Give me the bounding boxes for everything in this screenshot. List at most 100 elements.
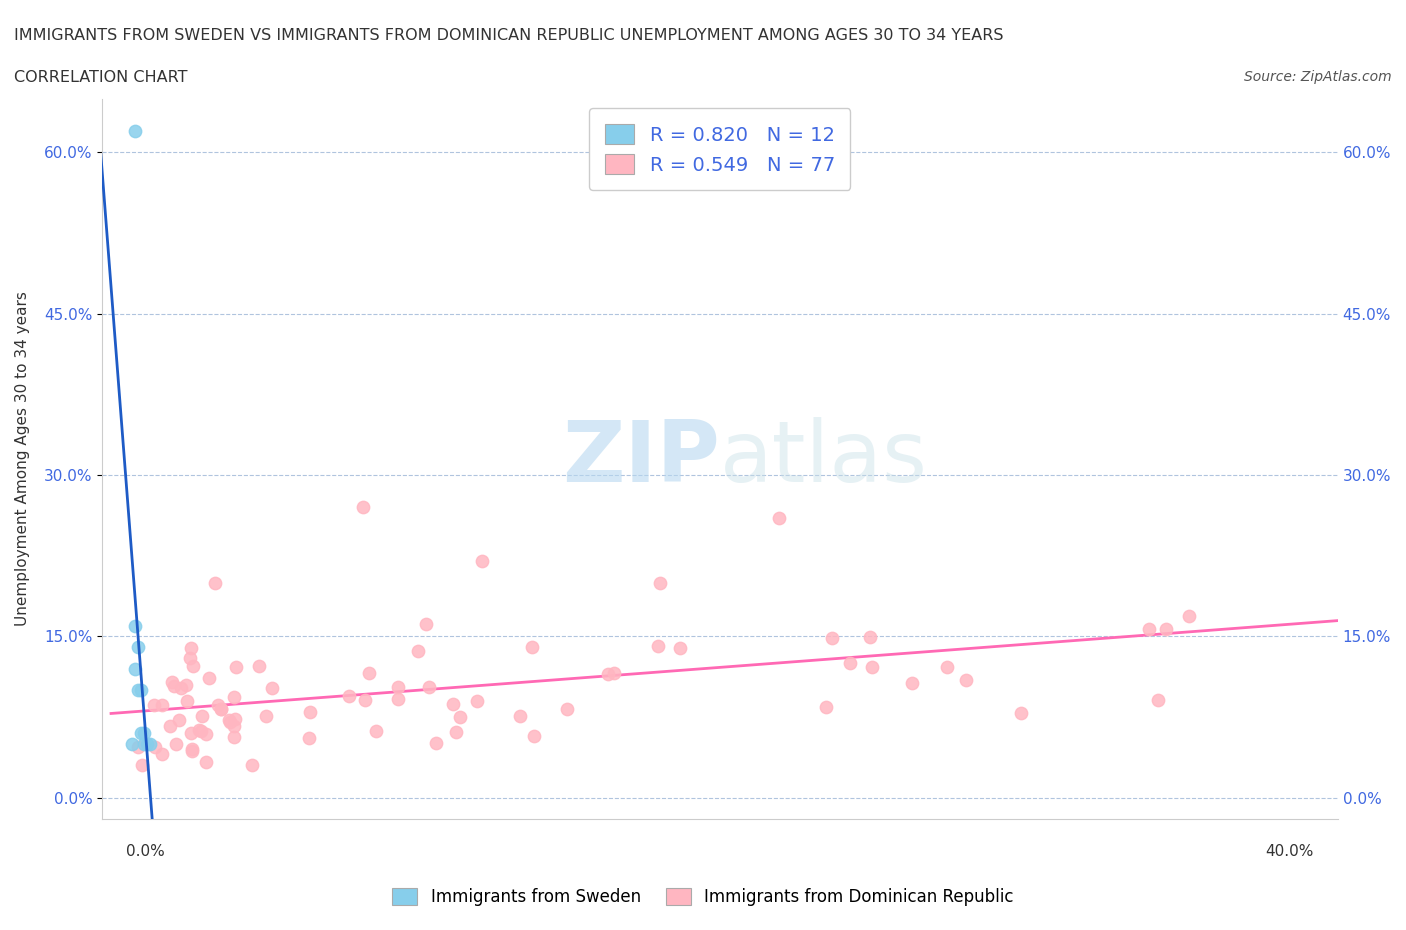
Point [187,723,209,737]
Point [163,679,186,694]
Point [555,702,578,717]
Point [165,737,187,751]
Point [353,693,375,708]
Point [242,758,264,773]
Point [195,754,218,769]
Point [143,698,166,712]
Point [387,680,409,695]
Point [669,641,692,656]
Point [174,678,197,693]
Text: 0.0%: 0.0% [127,844,165,859]
Point [145,739,167,754]
Legend: Immigrants from Sweden, Immigrants from Dominican Republic: Immigrants from Sweden, Immigrants from … [385,881,1021,912]
Point [1154,621,1177,636]
Point [219,714,242,729]
Point [121,737,143,751]
Point [446,725,468,740]
Point [179,650,201,665]
Point [247,658,270,673]
Point [299,705,322,720]
Point [195,726,218,741]
Point [209,701,232,716]
Text: ZIP: ZIP [562,418,720,500]
Text: atlas: atlas [720,418,928,500]
Point [955,672,977,687]
Point [224,730,246,745]
Point [181,741,204,756]
Point [191,709,214,724]
Point [254,708,277,723]
Point [204,575,226,590]
Point [1010,705,1032,720]
Point [127,739,149,754]
Point [127,683,149,698]
Text: Source: ZipAtlas.com: Source: ZipAtlas.com [1244,70,1392,84]
Legend: R = 0.820   N = 12, R = 0.549   N = 77: R = 0.820 N = 12, R = 0.549 N = 77 [589,109,851,191]
Point [449,710,471,724]
Point [218,712,240,727]
Point [132,737,155,751]
Point [650,575,672,590]
Point [935,659,957,674]
Point [1137,621,1160,636]
Point [138,737,160,751]
Point [129,725,152,740]
Point [222,719,245,734]
Point [180,744,202,759]
Point [159,719,181,734]
Point [160,674,183,689]
Point [207,698,229,712]
Text: CORRELATION CHART: CORRELATION CHART [14,70,187,85]
Point [520,640,543,655]
Point [1177,609,1199,624]
Point [198,671,221,685]
Point [150,698,173,713]
Point [418,680,440,695]
Point [167,713,190,728]
Point [260,681,283,696]
Point [523,728,546,743]
Point [180,641,202,656]
Point [135,737,157,751]
Point [170,680,193,695]
Point [509,709,531,724]
Text: 40.0%: 40.0% [1265,844,1313,859]
Point [357,666,380,681]
Point [150,747,173,762]
Point [180,725,202,740]
Point [127,640,149,655]
Point [131,758,153,773]
Point [124,124,146,139]
Point [129,683,152,698]
Point [387,692,409,707]
Point [209,702,232,717]
Point [353,500,375,515]
Y-axis label: Unemployment Among Ages 30 to 34 years: Unemployment Among Ages 30 to 34 years [15,291,30,627]
Point [860,659,883,674]
Point [222,689,245,704]
Point [465,694,488,709]
Point [900,675,922,690]
Point [124,661,146,676]
Point [176,694,198,709]
Point [415,617,437,631]
Point [132,725,155,740]
Point [366,724,388,738]
Point [603,666,626,681]
Point [821,631,844,645]
Point [406,644,429,658]
Point [443,697,465,711]
Point [225,659,247,674]
Point [598,667,620,682]
Point [647,638,669,653]
Point [471,553,494,568]
Point [768,511,790,525]
Point [425,736,447,751]
Point [190,724,212,739]
Point [337,688,360,703]
Point [224,711,246,726]
Point [298,731,321,746]
Point [815,699,838,714]
Text: IMMIGRANTS FROM SWEDEN VS IMMIGRANTS FROM DOMINICAN REPUBLIC UNEMPLOYMENT AMONG : IMMIGRANTS FROM SWEDEN VS IMMIGRANTS FRO… [14,28,1004,43]
Point [124,618,146,633]
